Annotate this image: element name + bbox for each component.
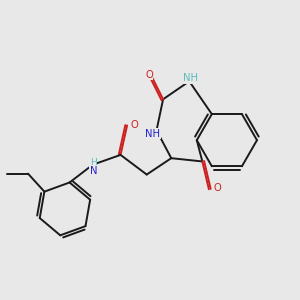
Text: NH: NH — [183, 73, 198, 83]
Text: O: O — [213, 183, 221, 193]
Text: N: N — [90, 166, 97, 176]
Text: O: O — [130, 120, 138, 130]
Text: NH: NH — [145, 129, 160, 139]
Text: O: O — [145, 70, 153, 80]
Text: H: H — [90, 158, 97, 166]
